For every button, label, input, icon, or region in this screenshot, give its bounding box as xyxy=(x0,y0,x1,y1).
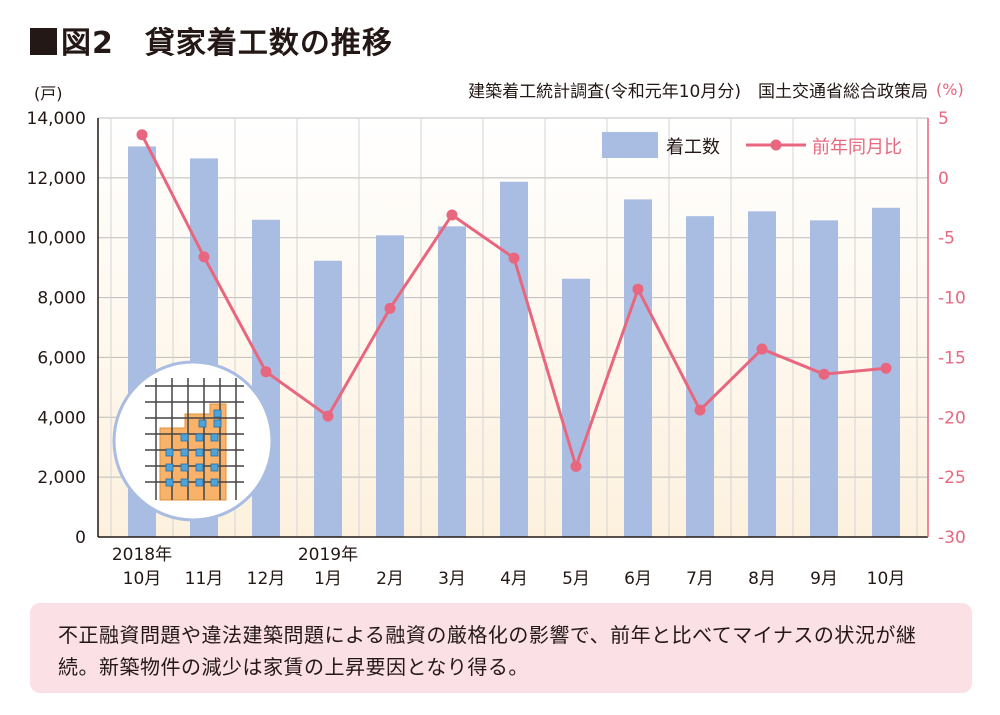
left-axis-unit: (戸) xyxy=(34,84,63,103)
title-square-icon xyxy=(30,28,57,55)
x-tick-label: 4月 xyxy=(500,569,528,589)
bar xyxy=(748,211,776,537)
x-tick-label: 10月 xyxy=(867,569,906,589)
bar xyxy=(624,199,652,538)
window xyxy=(210,478,219,487)
right-tick-label: -10 xyxy=(938,289,966,309)
line-point xyxy=(384,302,396,314)
building-wall xyxy=(159,403,227,501)
line-point xyxy=(818,368,830,380)
right-axis-unit: (%) xyxy=(936,80,964,99)
bar xyxy=(500,181,528,537)
x-tick-label: 3月 xyxy=(438,569,466,589)
left-tick-label: 14,000 xyxy=(27,109,86,129)
grid-lines xyxy=(98,117,928,538)
window xyxy=(195,463,204,472)
line-point xyxy=(632,283,644,295)
line-point xyxy=(322,410,334,422)
figure-label: 図2 xyxy=(61,26,114,61)
left-tick-label: 2,000 xyxy=(37,468,86,488)
window xyxy=(180,448,189,457)
bar xyxy=(686,216,714,537)
x-tick-label: 12月 xyxy=(247,569,286,589)
left-tick-label: 10,000 xyxy=(27,229,86,249)
figure-title-text: 貸家着工数の推移 xyxy=(144,26,393,61)
window xyxy=(213,409,222,418)
line-point xyxy=(570,460,582,472)
right-tick-label: 0 xyxy=(938,169,949,189)
left-tick-label: 4,000 xyxy=(37,408,86,428)
right-tick-label: -25 xyxy=(938,468,966,488)
window xyxy=(165,463,174,472)
line-point xyxy=(880,362,892,374)
window xyxy=(195,478,204,487)
x-tick-label: 6月 xyxy=(624,569,652,589)
left-tick-label: 6,000 xyxy=(37,348,86,368)
line-point xyxy=(756,343,768,355)
building-icon xyxy=(145,378,244,501)
left-tick-label: 12,000 xyxy=(27,169,86,189)
bar-series xyxy=(128,146,900,538)
window xyxy=(210,448,219,457)
x-tick-label: 8月 xyxy=(748,569,776,589)
figure-title: 図2 貸家着工数の推移 xyxy=(30,18,393,62)
window xyxy=(210,433,219,442)
x-tick-label: 1月 xyxy=(314,569,342,589)
x-tick-label: 5月 xyxy=(562,569,590,589)
x-year-label: 2019年 xyxy=(298,545,358,565)
line-point xyxy=(136,129,148,141)
bar xyxy=(438,226,466,537)
legend-bar-swatch xyxy=(602,132,658,158)
x-tick-label: 10月 xyxy=(123,569,162,589)
line-series xyxy=(136,129,892,472)
right-tick-label: -20 xyxy=(938,408,966,428)
x-axis-labels: 10月 11月 12月 1月 2月 3月 4月 5月 6月 7月 8月 9月 10月 2018年 2019年 xyxy=(112,545,905,589)
axes: 0 2,000 4,000 6,000 8,000 10,000 12,000 14,000 5… xyxy=(27,109,966,548)
x-year-label: 2018年 xyxy=(112,545,172,565)
bar-line-chart: 0 2,000 4,000 6,000 8,000 10,000 12,000 14,000 5… xyxy=(27,109,966,589)
bar xyxy=(562,278,590,537)
window xyxy=(210,463,219,472)
x-tick-label: 11月 xyxy=(185,569,224,589)
legend: 着工数 前年同月比 xyxy=(602,132,902,158)
right-tick-label: -15 xyxy=(938,348,966,368)
legend-bar-label: 着工数 xyxy=(666,137,720,158)
window xyxy=(180,433,189,442)
right-tick-label: -5 xyxy=(938,229,955,249)
window xyxy=(213,419,222,428)
right-tick-label: -30 xyxy=(938,528,966,548)
window xyxy=(198,419,207,428)
x-tick-label: 7月 xyxy=(686,569,714,589)
window xyxy=(165,478,174,487)
left-tick-label: 0 xyxy=(75,528,86,548)
commentary-box: 不正融資問題や違法建築問題による融資の厳格化の影響で、前年と比べてマイナスの状況… xyxy=(30,603,972,693)
line-point xyxy=(508,252,520,264)
bar xyxy=(376,235,404,537)
x-tick-label: 2月 xyxy=(376,569,404,589)
line-point xyxy=(446,209,458,221)
window xyxy=(180,478,189,487)
line-point xyxy=(260,366,272,378)
window xyxy=(195,448,204,457)
legend-line-label: 前年同月比 xyxy=(812,137,902,158)
line-point xyxy=(198,251,210,263)
right-tick-label: 5 xyxy=(938,109,949,129)
building-illustration xyxy=(112,360,274,522)
window xyxy=(165,448,174,457)
source-credit: 建築着工統計調査(令和元年10月分) 国土交通省総合政策局 xyxy=(468,82,928,102)
x-tick-label: 9月 xyxy=(810,569,838,589)
window xyxy=(180,463,189,472)
window xyxy=(195,433,204,442)
line-point xyxy=(694,404,706,416)
legend-line-marker xyxy=(770,139,782,151)
left-tick-label: 8,000 xyxy=(37,289,86,309)
